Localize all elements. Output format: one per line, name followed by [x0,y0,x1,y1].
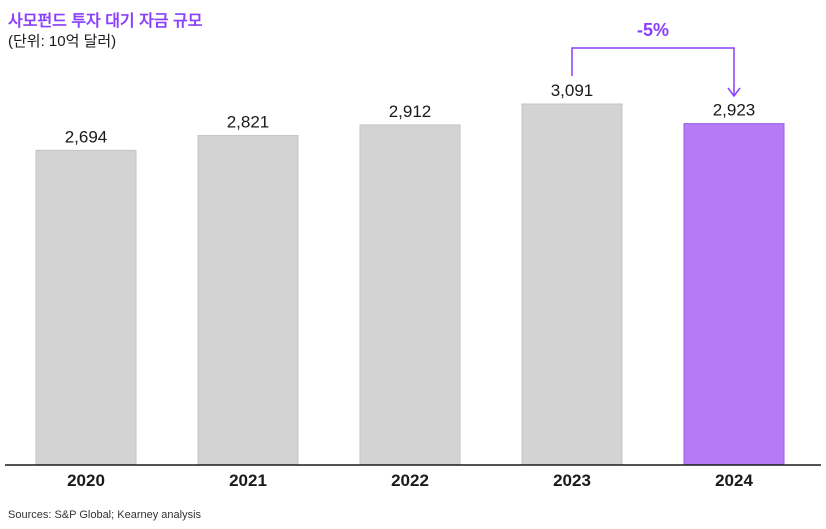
category-labels-group: 2020 2021 2022 2023 2024 [67,471,753,490]
bar-2024 [683,123,785,466]
bar-2022 [359,124,461,466]
value-label-2020: 2,694 [65,127,108,146]
category-label-2020: 2020 [67,471,105,490]
value-label-2021: 2,821 [227,113,270,132]
bar-2023 [521,103,623,466]
change-bracket [571,47,735,96]
bar-2021 [197,135,299,466]
value-label-2024: 2,923 [713,101,756,120]
change-annotation: -5% [571,20,741,98]
bar-2020 [35,149,137,466]
change-label: -5% [637,20,669,40]
arrowhead-icon [727,87,741,98]
category-label-2021: 2021 [229,471,267,490]
chart-title: 사모펀드 투자 대기 자금 규모 [8,13,203,30]
bars-group [35,103,785,466]
category-label-2022: 2022 [391,471,429,490]
category-label-2024: 2024 [715,471,753,490]
value-label-2023: 3,091 [551,81,594,100]
value-label-2022: 2,912 [389,102,432,121]
category-label-2023: 2023 [553,471,591,490]
source-note: Sources: S&P Global; Kearney analysis [8,509,202,521]
chart-subtitle: (단위: 10억 달러) [8,33,117,50]
value-labels-group: 2,694 2,821 2,912 3,091 2,923 [65,81,756,146]
